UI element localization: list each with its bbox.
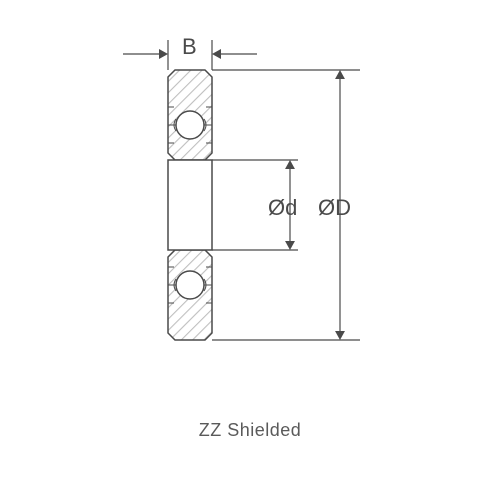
bearing-diagram: B Ød ØD ZZ Shielded: [0, 0, 500, 500]
dim-label-B: B: [182, 34, 197, 60]
diagram-caption: ZZ Shielded: [0, 420, 500, 441]
dim-label-D: ØD: [318, 195, 351, 221]
dim-label-d: Ød: [268, 195, 297, 221]
